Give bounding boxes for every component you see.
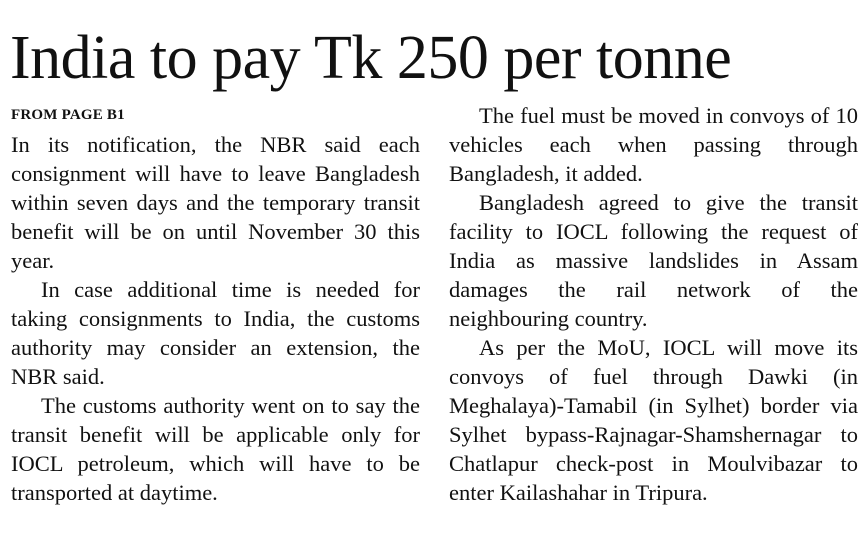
paragraph: Bangladesh agreed to give the transit fa…: [449, 190, 858, 331]
headline: India to pay Tk 250 per tonne: [10, 24, 732, 92]
paragraph: In its notification, the NBR said each c…: [11, 132, 420, 273]
continued-from-label: FROM PAGE B1: [11, 107, 125, 123]
paragraph: The customs authority went on to say the…: [11, 393, 420, 505]
article-column-left: In its notification, the NBR said each c…: [11, 130, 420, 507]
paragraph: The fuel must be moved in convoys of 10 …: [449, 103, 858, 186]
article-column-right: The fuel must be moved in convoys of 10 …: [449, 101, 858, 507]
paragraph: In case additional time is needed for ta…: [11, 277, 420, 389]
paragraph: As per the MoU, IOCL will move its convo…: [449, 335, 858, 505]
